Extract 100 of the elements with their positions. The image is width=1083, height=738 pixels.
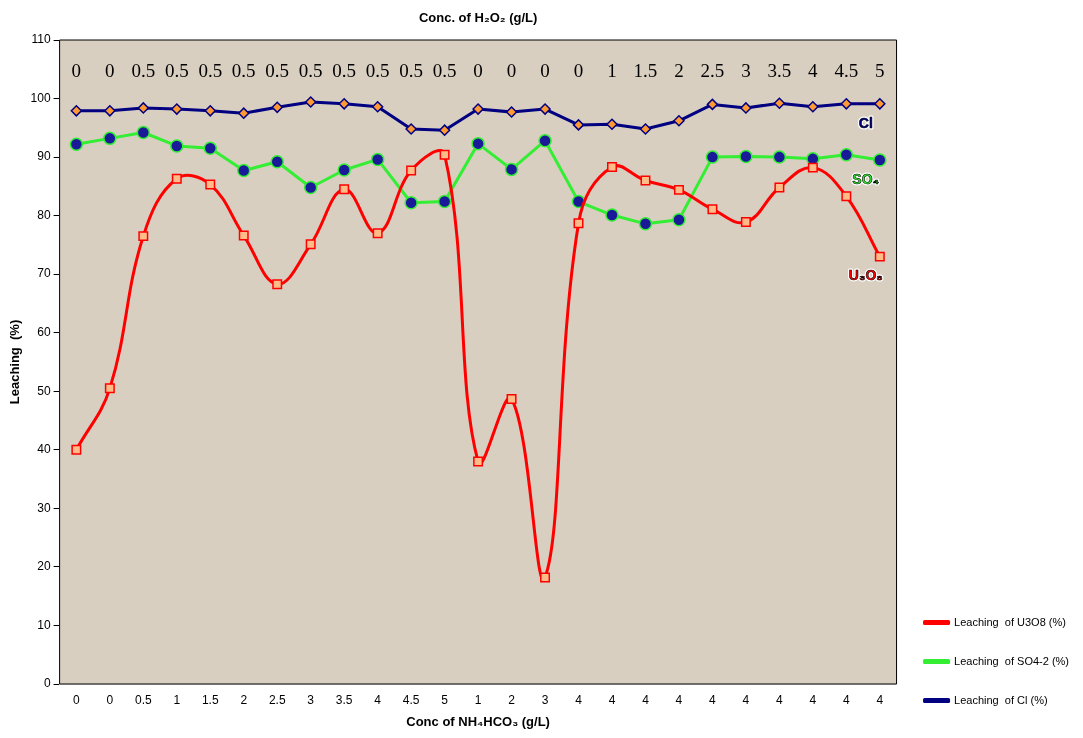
- point: [303, 180, 318, 195]
- point: [874, 251, 885, 262]
- legend-label: Leaching of SO4-2 (%): [954, 654, 1070, 667]
- point: [205, 179, 216, 190]
- y-axis-title: Leaching (%): [7, 319, 23, 405]
- x2-axis-title: Conc. of H₂O₂ (g/L): [418, 9, 538, 25]
- point: [405, 123, 417, 135]
- y-tick-label: 50: [37, 383, 51, 398]
- x-tick-label: 3.5: [335, 692, 353, 707]
- annotation: 0: [540, 59, 550, 81]
- point: [504, 162, 519, 177]
- point: [171, 103, 183, 115]
- x-tick-label: 4: [642, 692, 650, 707]
- point: [539, 103, 551, 115]
- point: [739, 149, 753, 164]
- annotation: 5: [875, 59, 885, 81]
- point: [370, 152, 385, 167]
- point: [572, 119, 585, 131]
- point: [773, 97, 786, 109]
- point: [673, 115, 685, 127]
- point: [740, 217, 751, 228]
- x-tick-label: 4: [776, 692, 784, 707]
- point: [304, 96, 317, 108]
- point: [406, 165, 417, 176]
- point: [640, 175, 651, 186]
- point: [272, 279, 283, 290]
- point: [772, 150, 787, 164]
- point: [606, 118, 618, 131]
- annotation: 0: [105, 59, 115, 81]
- point: [305, 239, 316, 250]
- point: [338, 98, 350, 110]
- point: [840, 98, 853, 110]
- point: [538, 133, 552, 148]
- point: [337, 163, 351, 177]
- y-tick-label: 20: [37, 559, 51, 574]
- point: [103, 131, 117, 146]
- annotation: 1.5: [633, 59, 658, 81]
- annotation: 0.5: [198, 59, 223, 81]
- point: [137, 102, 150, 114]
- point: [472, 103, 484, 115]
- annotation: 0: [573, 59, 584, 81]
- x-tick-label: 4: [742, 692, 750, 707]
- point: [505, 106, 518, 118]
- point: [371, 100, 384, 113]
- point: [506, 393, 517, 404]
- x-tick-label: 1.5: [201, 692, 219, 707]
- point: [171, 173, 182, 184]
- annotation: 2.5: [700, 59, 725, 81]
- annotation: U₃O₈: [848, 267, 883, 284]
- annotation: 1: [607, 59, 617, 81]
- x-tick-label: 2.5: [268, 692, 286, 707]
- x-tick-label: 4.5: [402, 692, 420, 707]
- x-tick-label: 3: [541, 692, 549, 707]
- y-tick-label: 60: [37, 325, 51, 340]
- annotation: 0.5: [365, 59, 390, 81]
- x-tick-label: 4: [709, 692, 717, 707]
- point: [404, 196, 418, 210]
- annotation: Cl: [858, 114, 873, 131]
- y-tick-label: 70: [37, 266, 51, 281]
- point: [607, 162, 617, 173]
- point: [874, 98, 886, 110]
- legend-label: Leaching of U3O8 (%): [954, 615, 1066, 628]
- x-tick-label: 4: [374, 692, 382, 707]
- point: [237, 163, 251, 178]
- x-tick-label: 5: [441, 692, 449, 707]
- y-tick-label: 40: [37, 442, 51, 457]
- x-tick-label: 0: [73, 692, 81, 707]
- y-tick-label: 110: [31, 32, 51, 47]
- x-tick-label: 0.5: [134, 692, 152, 707]
- point: [774, 182, 785, 193]
- point: [605, 208, 619, 222]
- x-tick-label: 4: [842, 692, 850, 707]
- y-tick-label: 30: [37, 500, 51, 515]
- annotation: 0.5: [298, 59, 323, 81]
- annotation: 0.5: [265, 59, 290, 81]
- point: [639, 123, 652, 135]
- point: [238, 230, 249, 241]
- point: [705, 150, 720, 164]
- point: [71, 444, 82, 455]
- point: [807, 100, 819, 113]
- point: [138, 231, 149, 242]
- point: [136, 125, 151, 140]
- annotation: 0.5: [231, 59, 256, 81]
- y-tick-label: 80: [37, 207, 51, 222]
- point: [270, 155, 284, 169]
- x-tick-label: 4: [575, 692, 583, 707]
- point: [104, 383, 115, 394]
- point: [839, 148, 854, 162]
- y-tick-label: 100: [30, 90, 51, 105]
- point: [573, 218, 584, 229]
- point: [69, 137, 84, 151]
- x-tick-label: 4: [608, 692, 616, 707]
- x-tick-label: 4: [876, 692, 884, 707]
- point: [807, 162, 818, 173]
- point: [439, 149, 450, 160]
- legend-label: Leaching of Cl (%): [954, 693, 1048, 706]
- point: [873, 153, 887, 167]
- point: [638, 217, 653, 231]
- point: [104, 105, 116, 117]
- point: [707, 204, 718, 215]
